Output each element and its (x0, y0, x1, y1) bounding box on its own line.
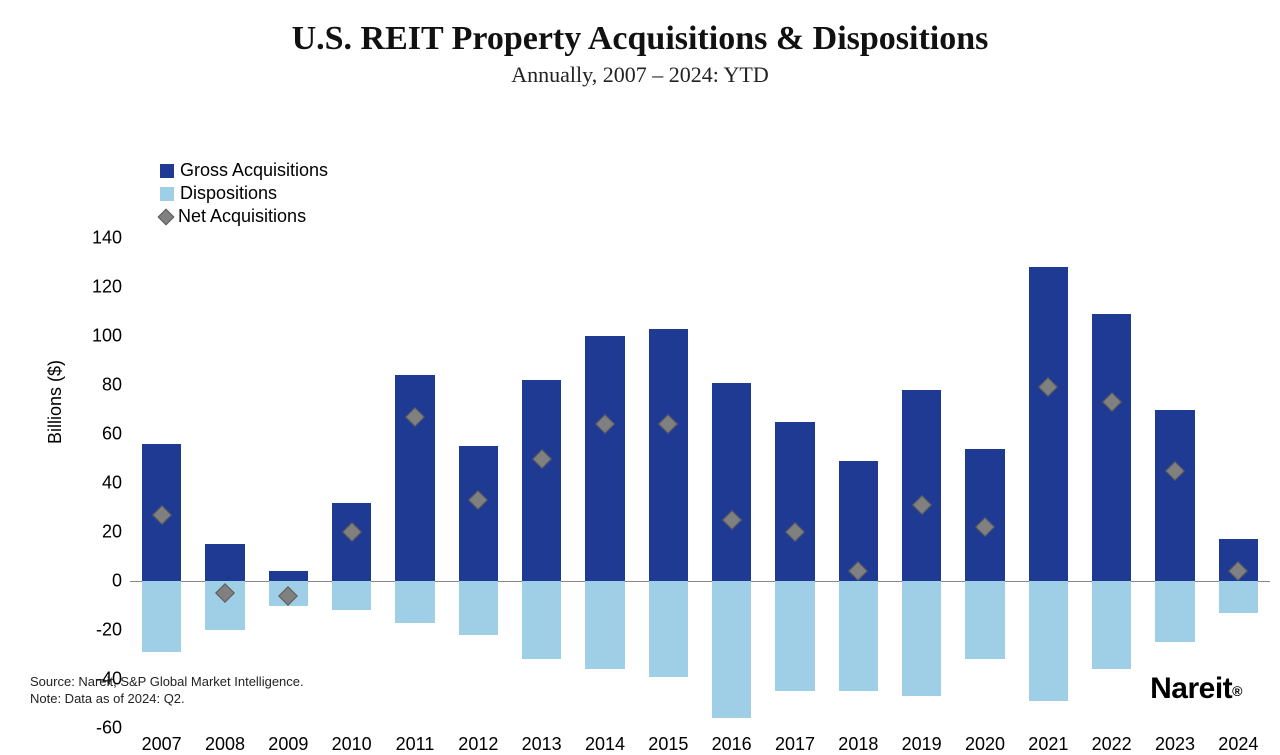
bar-dispositions (1029, 581, 1068, 701)
bar-dispositions (965, 581, 1004, 659)
bar-dispositions (902, 581, 941, 696)
x-tick-label: 2019 (902, 728, 942, 755)
chart-title: U.S. REIT Property Acquisitions & Dispos… (30, 20, 1250, 58)
x-tick-label: 2013 (522, 728, 562, 755)
bar-dispositions (839, 581, 878, 691)
source-line: Source: Nareit, S&P Global Market Intell… (30, 674, 304, 691)
legend-item-net: Net Acquisitions (160, 206, 328, 227)
bar-dispositions (1155, 581, 1194, 642)
bar-gross-acquisitions (649, 329, 688, 581)
bar-gross-acquisitions (269, 571, 308, 581)
bar-dispositions (522, 581, 561, 659)
x-tick-label: 2018 (838, 728, 878, 755)
legend-item-disp: Dispositions (160, 183, 328, 204)
x-tick-label: 2015 (648, 728, 688, 755)
legend: Gross AcquisitionsDispositionsNet Acquis… (160, 160, 328, 229)
brand-logo: Nareit® (1150, 672, 1242, 706)
x-tick-label: 2024 (1218, 728, 1258, 755)
bar-gross-acquisitions (965, 449, 1004, 581)
legend-swatch-disp (160, 187, 174, 201)
x-tick-label: 2007 (142, 728, 182, 755)
bar-gross-acquisitions (775, 422, 814, 581)
x-tick-label: 2022 (1092, 728, 1132, 755)
y-tick-label: 60 (102, 424, 130, 445)
y-tick-label: 80 (102, 375, 130, 396)
y-tick-label: 0 (112, 571, 130, 592)
x-tick-label: 2012 (458, 728, 498, 755)
bar-gross-acquisitions (395, 375, 434, 581)
y-axis-label: Billions ($) (45, 360, 66, 444)
brand-dot: ® (1232, 683, 1242, 699)
brand-text: Nareit (1150, 672, 1232, 705)
y-tick-label: -20 (96, 620, 130, 641)
x-tick-label: 2010 (332, 728, 372, 755)
y-tick-label: 140 (92, 228, 130, 249)
bar-dispositions (459, 581, 498, 635)
bar-gross-acquisitions (712, 383, 751, 581)
bar-gross-acquisitions (1029, 267, 1068, 581)
y-tick-label: 120 (92, 277, 130, 298)
x-tick-label: 2017 (775, 728, 815, 755)
bar-dispositions (649, 581, 688, 677)
bar-dispositions (332, 581, 371, 610)
legend-label: Gross Acquisitions (180, 160, 328, 181)
bar-gross-acquisitions (205, 544, 244, 581)
x-tick-label: 2014 (585, 728, 625, 755)
x-tick-label: 2011 (396, 728, 435, 755)
plot-area: -60-40-200204060801001201402007200820092… (130, 238, 1270, 728)
legend-label: Net Acquisitions (178, 206, 306, 227)
chart-subtitle: Annually, 2007 – 2024: YTD (30, 62, 1250, 88)
bar-gross-acquisitions (1092, 314, 1131, 581)
bar-dispositions (395, 581, 434, 623)
y-tick-label: 100 (92, 326, 130, 347)
bar-gross-acquisitions (902, 390, 941, 581)
chart-container: U.S. REIT Property Acquisitions & Dispos… (0, 0, 1280, 720)
legend-marker-net (158, 208, 175, 225)
x-tick-label: 2009 (268, 728, 308, 755)
x-tick-label: 2008 (205, 728, 245, 755)
legend-item-gross: Gross Acquisitions (160, 160, 328, 181)
bar-gross-acquisitions (1155, 410, 1194, 582)
bar-dispositions (775, 581, 814, 691)
bar-gross-acquisitions (522, 380, 561, 581)
note-line: Note: Data as of 2024: Q2. (30, 691, 304, 708)
x-tick-label: 2021 (1028, 728, 1068, 755)
x-tick-label: 2023 (1155, 728, 1195, 755)
y-tick-label: 40 (102, 473, 130, 494)
bar-gross-acquisitions (459, 446, 498, 581)
x-tick-label: 2020 (965, 728, 1005, 755)
bar-dispositions (1219, 581, 1258, 613)
footer-notes: Source: Nareit, S&P Global Market Intell… (30, 674, 304, 708)
bar-dispositions (1092, 581, 1131, 669)
y-tick-label: 20 (102, 522, 130, 543)
y-tick-label: -60 (96, 718, 130, 739)
legend-label: Dispositions (180, 183, 277, 204)
bar-dispositions (712, 581, 751, 718)
bar-dispositions (142, 581, 181, 652)
bar-gross-acquisitions (585, 336, 624, 581)
x-tick-label: 2016 (712, 728, 752, 755)
legend-swatch-gross (160, 164, 174, 178)
bar-dispositions (585, 581, 624, 669)
